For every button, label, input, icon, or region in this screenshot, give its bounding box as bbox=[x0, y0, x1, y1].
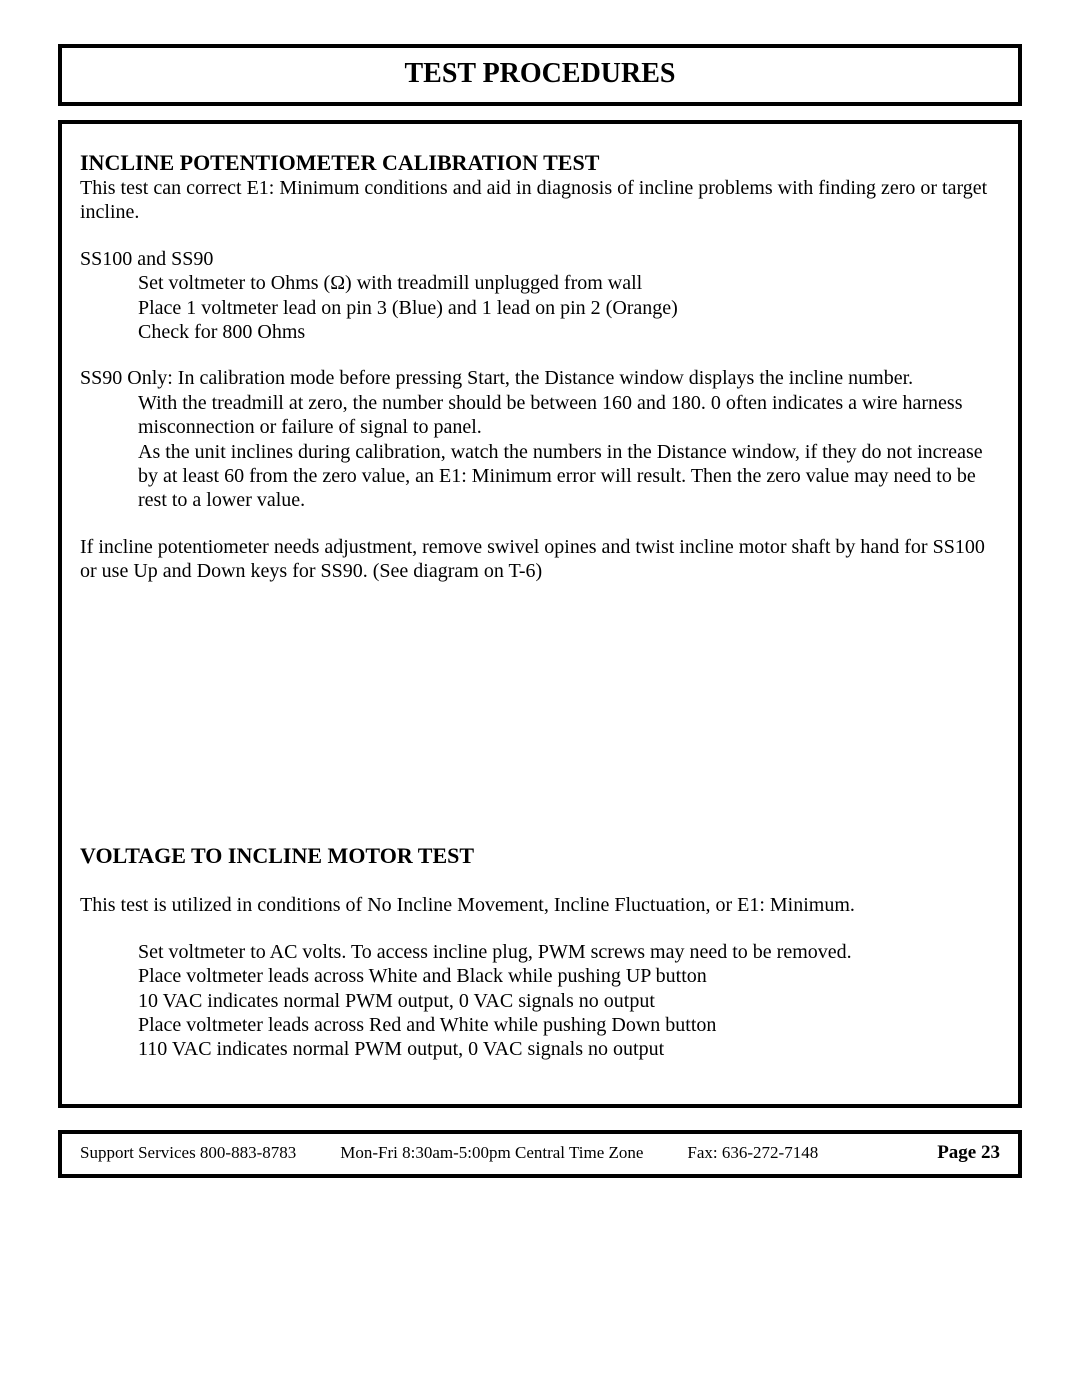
main-content-box: INCLINE POTENTIOMETER CALIBRATION TEST T… bbox=[58, 120, 1022, 1108]
spacer bbox=[80, 869, 1000, 893]
section1-step1: Set voltmeter to Ohms (Ω) with treadmill… bbox=[80, 271, 1000, 295]
header-title: TEST PROCEDURES bbox=[404, 58, 675, 89]
spacer bbox=[80, 513, 1000, 535]
section1-model-label: SS100 and SS90 bbox=[80, 247, 1000, 271]
footer-hours: Mon-Fri 8:30am-5:00pm Central Time Zone bbox=[340, 1143, 643, 1163]
footer-box: Support Services 800-883-8783 Mon-Fri 8:… bbox=[58, 1130, 1022, 1178]
section1-closing: If incline potentiometer needs adjustmen… bbox=[80, 535, 1000, 584]
footer-left: Support Services 800-883-8783 Mon-Fri 8:… bbox=[80, 1143, 937, 1163]
section1-step2: Place 1 voltmeter lead on pin 3 (Blue) a… bbox=[80, 296, 1000, 320]
section1-ss90-body: With the treadmill at zero, the number s… bbox=[80, 391, 1000, 440]
section2-step2: Place voltmeter leads across White and B… bbox=[80, 964, 1000, 988]
section1-intro: This test can correct E1: Minimum condit… bbox=[80, 176, 1000, 225]
section1-ss90-body2: As the unit inclines during calibration,… bbox=[80, 440, 1000, 513]
section2-step4: Place voltmeter leads across Red and Whi… bbox=[80, 1013, 1000, 1037]
section2-step5: 110 VAC indicates normal PWM output, 0 V… bbox=[80, 1037, 1000, 1061]
section2-intro: This test is utilized in conditions of N… bbox=[80, 893, 1000, 917]
section2-step3: 10 VAC indicates normal PWM output, 0 VA… bbox=[80, 989, 1000, 1013]
section2-step1: Set voltmeter to AC volts. To access inc… bbox=[80, 940, 1000, 964]
header-title-box: TEST PROCEDURES bbox=[58, 44, 1022, 106]
section2-heading: VOLTAGE TO INCLINE MOTOR TEST bbox=[80, 843, 1000, 869]
footer-fax: Fax: 636-272-7148 bbox=[687, 1143, 818, 1163]
section1-ss90-lead: SS90 Only: In calibration mode before pr… bbox=[80, 366, 1000, 390]
page: TEST PROCEDURES INCLINE POTENTIOMETER CA… bbox=[0, 0, 1080, 1397]
spacer bbox=[80, 344, 1000, 366]
footer-page-number: Page 23 bbox=[937, 1142, 1000, 1164]
spacer bbox=[80, 583, 1000, 843]
footer-support: Support Services 800-883-8783 bbox=[80, 1143, 296, 1163]
spacer bbox=[80, 918, 1000, 940]
spacer bbox=[80, 225, 1000, 247]
section1-heading: INCLINE POTENTIOMETER CALIBRATION TEST bbox=[80, 150, 1000, 176]
section1-step3: Check for 800 Ohms bbox=[80, 320, 1000, 344]
